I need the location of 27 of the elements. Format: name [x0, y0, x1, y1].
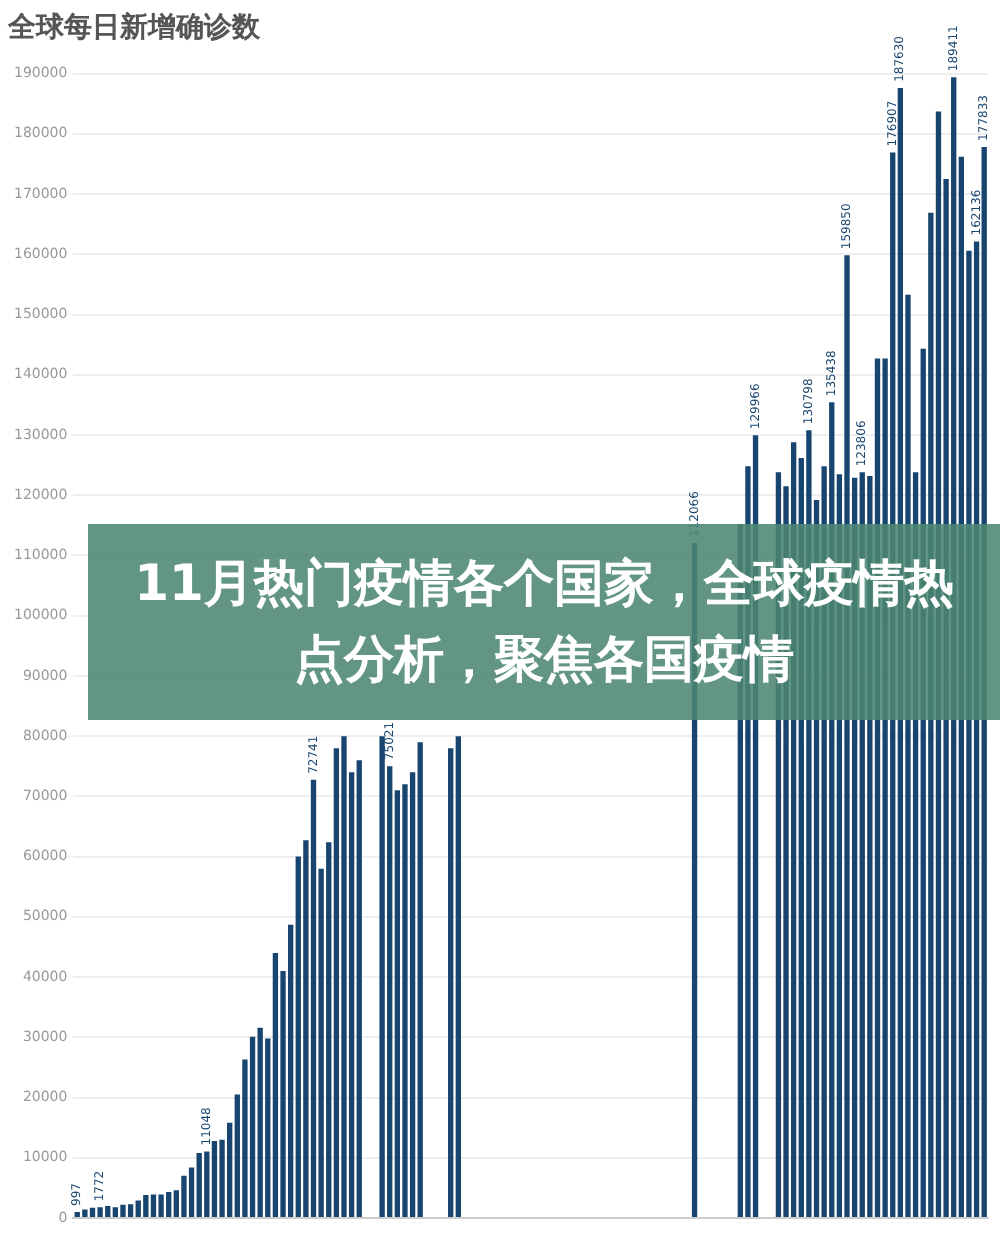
bar — [211, 1140, 218, 1217]
bar — [82, 1209, 88, 1217]
bar — [127, 1204, 134, 1217]
bar — [379, 736, 385, 1217]
bar — [158, 1194, 164, 1217]
bar — [74, 1211, 80, 1217]
bar — [97, 1207, 103, 1217]
bar — [105, 1205, 111, 1217]
bar — [166, 1192, 172, 1217]
bar — [310, 779, 317, 1217]
bar — [196, 1152, 202, 1217]
bar — [112, 1207, 119, 1217]
chart-title: 全球每日新增确诊数 — [6, 10, 262, 45]
bar — [356, 760, 362, 1217]
bar — [341, 736, 347, 1217]
bar — [272, 952, 279, 1217]
bar — [150, 1194, 157, 1217]
annotation: 11月热门疫情各个国家，全球疫情热点分析，聚焦各国疫情 — [132, 552, 956, 692]
bar — [249, 1036, 256, 1217]
bar — [417, 742, 423, 1217]
bar — [135, 1200, 141, 1217]
bar — [181, 1175, 187, 1217]
bar — [143, 1195, 149, 1217]
bar — [455, 736, 461, 1217]
bar — [89, 1207, 96, 1217]
bar — [120, 1204, 126, 1217]
bar — [257, 1027, 263, 1217]
